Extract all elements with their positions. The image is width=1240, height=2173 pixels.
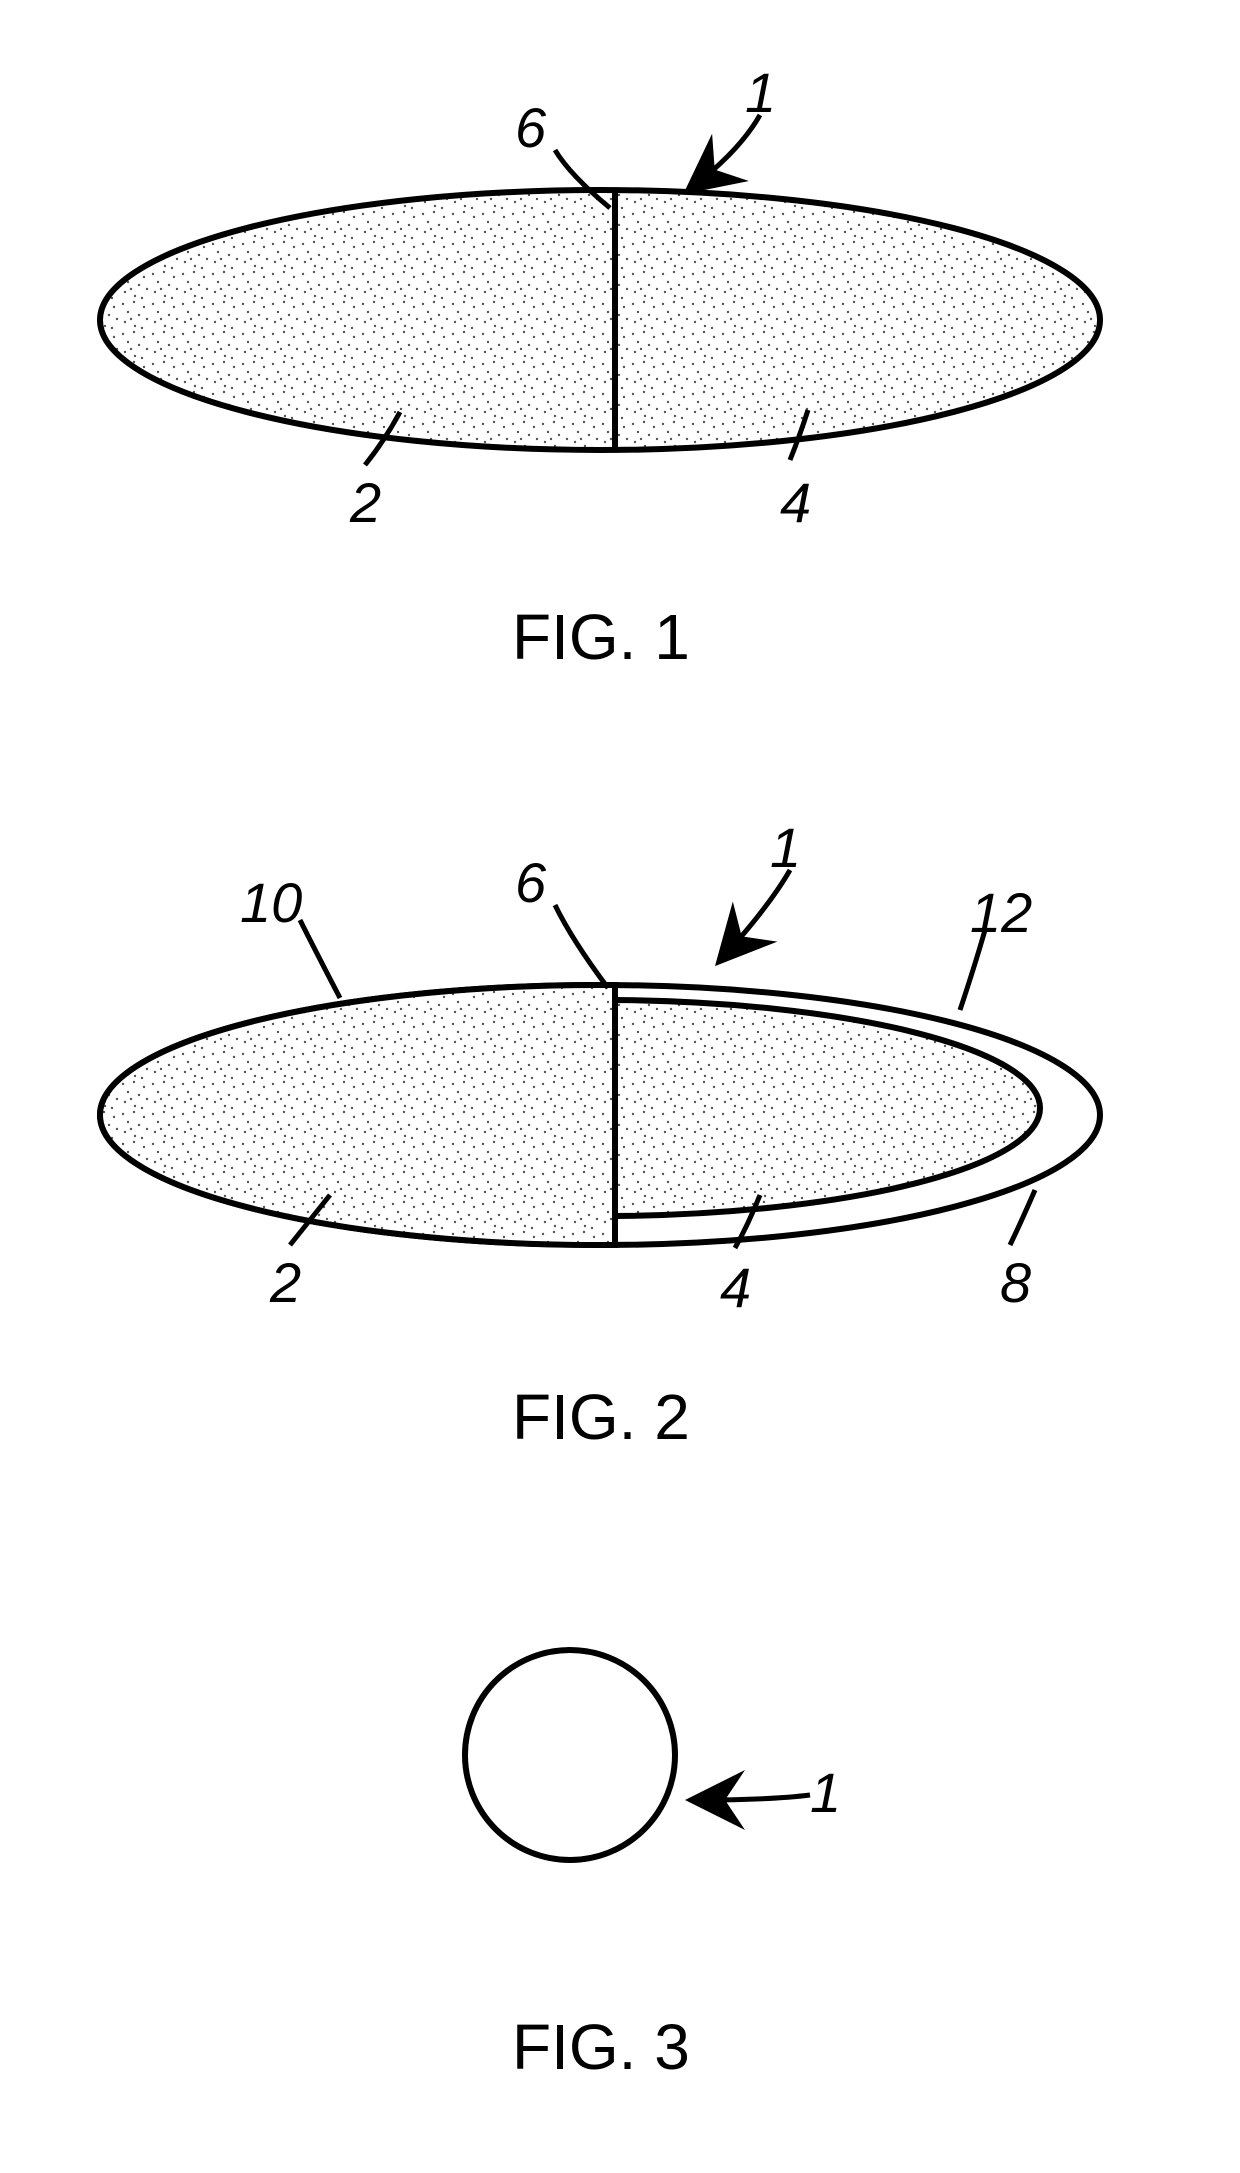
fig2-ref-2: 2 <box>270 1250 301 1315</box>
fig2-ref-8: 8 <box>1000 1250 1031 1315</box>
fig2-ref-1: 1 <box>770 815 801 880</box>
fig1-drawing <box>100 115 1100 465</box>
fig2-ref-6: 6 <box>515 850 546 915</box>
fig3-ref-1: 1 <box>810 1760 841 1825</box>
fig1-ref-2: 2 <box>350 470 381 535</box>
fig2-ref-4: 4 <box>720 1255 751 1320</box>
fig2-ref-12: 12 <box>970 880 1032 945</box>
fig2-label: FIG. 2 <box>512 1380 690 1454</box>
fig1-ref-1: 1 <box>745 60 776 125</box>
fig3-drawing <box>465 1650 810 1860</box>
fig1-label: FIG. 1 <box>512 600 690 674</box>
fig3-label: FIG. 3 <box>512 2010 690 2084</box>
fig2-ref-10: 10 <box>240 870 302 935</box>
fig1-ref-4: 4 <box>780 470 811 535</box>
fig1-ref-6: 6 <box>515 95 546 160</box>
